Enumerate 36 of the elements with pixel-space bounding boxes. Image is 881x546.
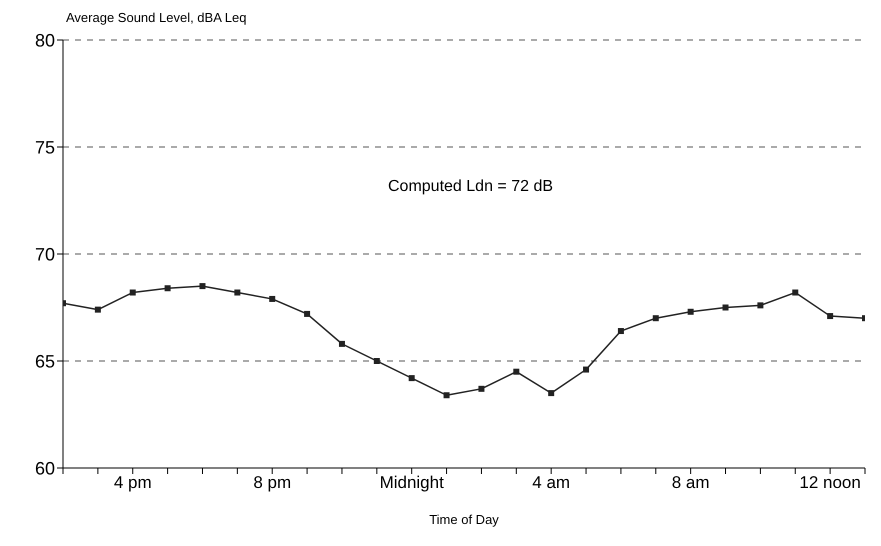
point [338, 340, 345, 347]
point [478, 386, 484, 392]
point [583, 366, 590, 373]
point [130, 290, 136, 296]
x-tick-label: 4 am [532, 473, 570, 492]
point [548, 390, 554, 396]
point [792, 290, 798, 296]
x-tick-label: 4 pm [114, 473, 152, 492]
y-tick-label: 65 [34, 351, 55, 372]
y-axis-title: Average Sound Level, dBA Leq [66, 10, 246, 25]
point [722, 304, 729, 310]
point [444, 392, 450, 398]
point [408, 375, 415, 382]
point [618, 328, 624, 334]
point [304, 310, 310, 317]
y-tick-label: 60 [34, 458, 55, 478]
x-tick-label: 8 pm [253, 473, 292, 492]
point [688, 308, 694, 315]
x-tick-label: Midnight [380, 473, 444, 492]
x-axis-title: Time of Day [429, 512, 500, 527]
point [513, 368, 520, 375]
y-tick-label: 75 [34, 137, 55, 158]
annotation: Computed Ldn = 72 dB [388, 178, 554, 196]
point [94, 306, 101, 313]
point [234, 290, 240, 296]
point [269, 296, 276, 302]
point [199, 283, 206, 290]
x-tick-label: 8 am [672, 473, 710, 492]
point [757, 302, 764, 308]
y-tick-label: 80 [34, 30, 55, 50]
y-tick-label: 70 [34, 244, 55, 264]
point [374, 358, 380, 364]
point [827, 313, 834, 320]
point [652, 315, 659, 322]
x-tick-label: 12 noon [799, 473, 861, 492]
point [164, 285, 171, 292]
